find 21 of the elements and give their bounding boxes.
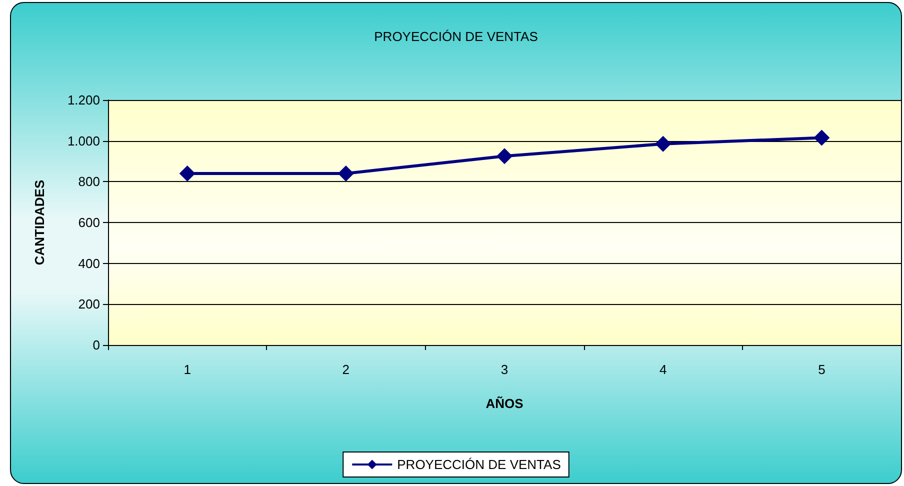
point — [814, 130, 830, 146]
y-tick-label: 0 — [92, 338, 100, 352]
y-tick-label: 200 — [78, 296, 100, 312]
point — [179, 166, 196, 182]
point — [496, 148, 512, 164]
y-tick-label: 1.000 — [67, 133, 100, 148]
y-tick-label: 400 — [78, 256, 100, 271]
point — [655, 136, 672, 152]
y-tick-label: 600 — [78, 215, 100, 230]
point — [338, 166, 354, 182]
x-tick-label: 3 — [500, 362, 508, 377]
y-tick-label: 800 — [78, 174, 100, 190]
x-tick-label: 1 — [184, 362, 191, 377]
x-axis-title: AÑOS — [486, 396, 524, 411]
y-axis-title: CANTIDADES — [32, 180, 47, 266]
legend-label: PROYECCIÓN DE VENTAS — [397, 457, 562, 472]
x-tick-label: 2 — [342, 362, 350, 377]
x-tick-label: 5 — [818, 362, 826, 377]
x-tick-label: 4 — [659, 362, 667, 377]
chart-title: PROYECCIÓN DE VENTAS — [374, 29, 538, 44]
y-tick-label: 1.200 — [67, 92, 100, 108]
